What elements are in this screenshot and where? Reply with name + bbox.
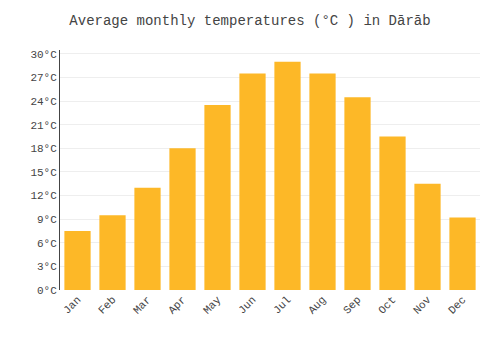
svg-text:Jan: Jan <box>61 294 83 316</box>
svg-text:Feb: Feb <box>96 294 118 316</box>
svg-text:Jul: Jul <box>271 294 293 316</box>
svg-text:30°C: 30°C <box>30 49 57 61</box>
svg-text:24°C: 24°C <box>30 96 57 108</box>
svg-text:18°C: 18°C <box>30 143 57 155</box>
svg-text:12°C: 12°C <box>30 190 57 202</box>
svg-text:15°C: 15°C <box>30 167 57 179</box>
svg-text:Average monthly temperatures (: Average monthly temperatures (°C ) in Dā… <box>69 13 430 29</box>
svg-text:May: May <box>201 294 224 317</box>
svg-text:Apr: Apr <box>166 294 188 316</box>
svg-text:Mar: Mar <box>131 294 153 316</box>
svg-text:9°C: 9°C <box>37 214 57 226</box>
svg-text:Sep: Sep <box>341 294 363 316</box>
svg-text:Aug: Aug <box>306 294 328 316</box>
svg-text:Nov: Nov <box>411 294 434 317</box>
svg-text:Dec: Dec <box>446 294 468 316</box>
svg-text:27°C: 27°C <box>30 72 57 84</box>
svg-text:Oct: Oct <box>376 294 398 316</box>
svg-text:6°C: 6°C <box>37 238 57 250</box>
svg-text:21°C: 21°C <box>30 120 57 132</box>
svg-text:Jun: Jun <box>236 294 258 316</box>
svg-text:3°C: 3°C <box>37 261 57 273</box>
svg-text:0°C: 0°C <box>37 285 57 297</box>
